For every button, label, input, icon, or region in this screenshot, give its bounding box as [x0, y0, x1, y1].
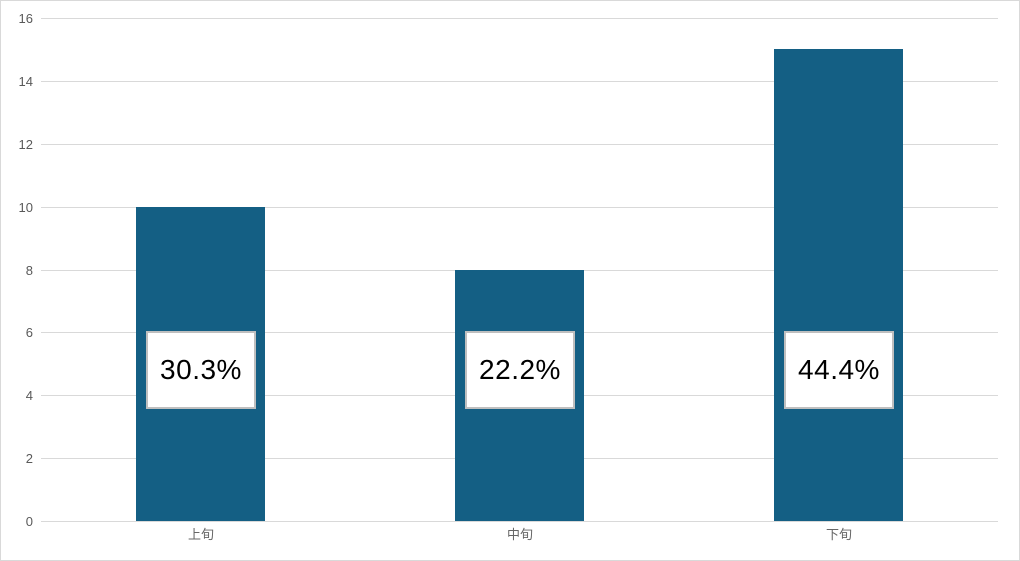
gridline-14 — [41, 81, 998, 82]
y-axis-tick-label-2: 2 — [25, 451, 33, 466]
data-label-box-3: 44.4% — [784, 331, 894, 409]
bar-3 — [774, 49, 903, 521]
data-label-value: 30.3% — [160, 354, 242, 385]
data-label-value: 22.2% — [479, 354, 561, 385]
gridline-0 — [41, 521, 998, 522]
data-label-box-2: 22.2% — [465, 331, 575, 409]
x-axis-category-label-2: 中旬 — [506, 527, 533, 542]
gridline-16 — [41, 18, 998, 19]
x-axis-category-label-1: 上旬 — [187, 527, 214, 542]
y-axis-tick-label-4: 4 — [25, 388, 33, 403]
data-label-box-1: 30.3% — [146, 331, 256, 409]
y-axis-tick-label-0: 0 — [25, 514, 33, 529]
y-axis-tick-label-10: 10 — [18, 200, 33, 215]
y-axis-tick-label-12: 12 — [18, 137, 33, 152]
y-axis-tick-label-6: 6 — [25, 325, 33, 340]
y-axis-tick-label-14: 14 — [18, 74, 33, 89]
x-axis-category-label-3: 下旬 — [825, 527, 852, 542]
data-label-value: 44.4% — [798, 354, 880, 385]
gridline-12 — [41, 144, 998, 145]
y-axis-tick-label-8: 8 — [25, 263, 33, 278]
gridline-10 — [41, 207, 998, 208]
y-axis-tick-label-16: 16 — [18, 11, 33, 26]
